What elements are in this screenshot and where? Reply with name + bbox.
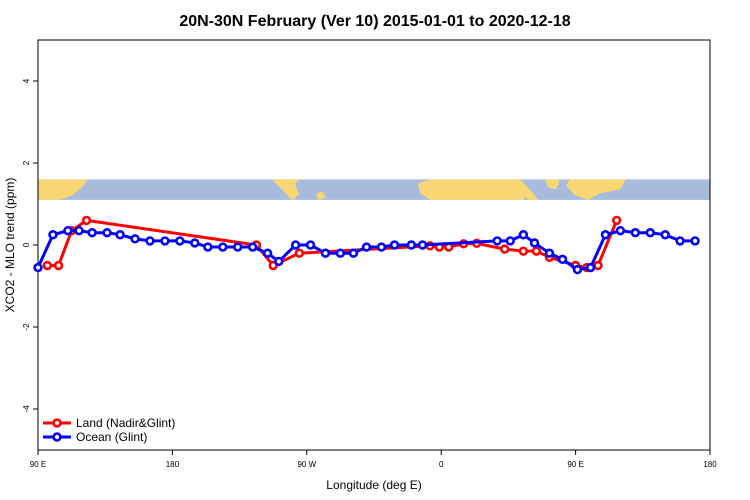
data-point xyxy=(218,242,228,252)
data-point xyxy=(529,238,540,248)
data-point xyxy=(175,236,185,246)
data-point xyxy=(274,256,284,267)
data-point xyxy=(675,236,685,246)
x-axis-label: Longitude (deg E) xyxy=(326,478,421,492)
data-point xyxy=(645,228,655,238)
data-point xyxy=(102,228,112,238)
data-point xyxy=(376,242,387,252)
data-point xyxy=(74,225,84,236)
x-tick-label: 180 xyxy=(703,460,717,469)
data-point xyxy=(572,264,583,275)
x-tick-label: 90 E xyxy=(567,460,583,469)
data-point xyxy=(690,236,700,246)
data-point xyxy=(42,260,53,271)
map-land-0 xyxy=(38,179,88,200)
data-point xyxy=(160,236,170,246)
map-land-2 xyxy=(418,179,528,200)
map-land-5 xyxy=(566,179,626,200)
data-point xyxy=(518,246,529,256)
legend-label: Land (Nadir&Glint) xyxy=(76,416,175,430)
series-layer xyxy=(33,215,700,275)
data-point xyxy=(320,248,331,258)
x-tick-label: 90 E xyxy=(30,460,46,469)
map-land-1 xyxy=(272,179,300,200)
data-point xyxy=(262,248,273,258)
data-point xyxy=(33,262,43,273)
data-point xyxy=(660,230,670,240)
y-tick-label: -4 xyxy=(22,405,31,413)
map-ocean xyxy=(38,179,710,200)
data-point xyxy=(233,242,243,252)
data-point xyxy=(630,228,641,238)
map-land-6 xyxy=(316,191,326,200)
plot-frame xyxy=(37,39,711,451)
data-point xyxy=(557,254,568,265)
data-point xyxy=(63,225,73,236)
data-point xyxy=(190,238,200,248)
axis-ticks: 90 E 180 90 W 0 90 E 180 -4 -2 0 2 4 xyxy=(22,78,717,469)
chart-title: 20N-30N February (Ver 10) 2015-01-01 to … xyxy=(179,13,570,30)
data-point xyxy=(531,246,542,256)
data-point xyxy=(499,244,510,254)
data-point xyxy=(294,248,305,258)
data-point xyxy=(585,262,596,273)
data-point xyxy=(53,260,64,271)
map-land-4 xyxy=(545,179,560,190)
data-point xyxy=(361,242,372,252)
data-point xyxy=(615,225,626,236)
y-tick-label: 4 xyxy=(22,78,31,83)
legend-marker xyxy=(52,432,62,442)
data-point xyxy=(406,240,417,250)
data-point xyxy=(544,248,555,258)
y-tick-label: 0 xyxy=(22,242,31,247)
data-point xyxy=(48,230,58,240)
data-point xyxy=(130,234,140,244)
data-point xyxy=(145,236,155,246)
y-axis-label: XCO2 - MLO trend (ppm) xyxy=(3,178,17,313)
x-tick-label: 90 W xyxy=(297,460,316,469)
data-point xyxy=(305,240,316,250)
legend: Land (Nadir&Glint)Ocean (Glint) xyxy=(43,416,175,444)
data-point xyxy=(290,240,301,250)
data-point xyxy=(518,230,529,240)
data-point xyxy=(348,248,359,258)
data-point xyxy=(417,240,428,250)
data-point xyxy=(247,242,258,252)
x-tick-label: 180 xyxy=(166,460,180,469)
data-point xyxy=(492,236,502,246)
data-point xyxy=(389,240,400,250)
legend-label: Ocean (Glint) xyxy=(76,430,147,444)
data-point xyxy=(115,230,125,240)
y-tick-label: 2 xyxy=(22,160,31,165)
data-point xyxy=(593,260,603,271)
data-point xyxy=(87,228,97,238)
data-point xyxy=(505,236,515,246)
data-point xyxy=(203,242,213,252)
data-point xyxy=(600,230,611,240)
x-tick-label: 0 xyxy=(439,460,444,469)
legend-marker xyxy=(52,418,62,428)
map-land-3 xyxy=(517,185,538,200)
data-point xyxy=(335,248,346,258)
data-point xyxy=(81,215,92,226)
y-tick-label: -2 xyxy=(22,323,31,331)
world-map-strip xyxy=(38,179,710,200)
data-point xyxy=(611,215,622,226)
